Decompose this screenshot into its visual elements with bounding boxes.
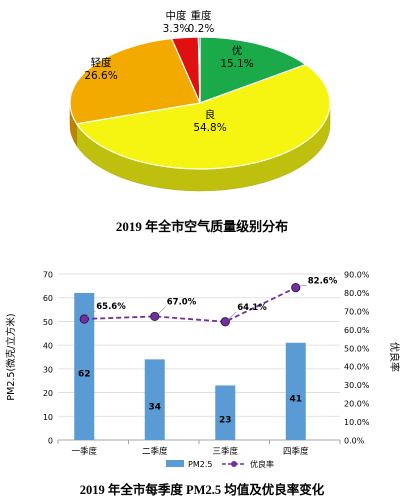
line-label-leader: [157, 306, 166, 315]
y-tick-label: 0: [48, 437, 53, 446]
y2-tick-label: 30.0%: [344, 381, 370, 390]
bar-3: [285, 342, 306, 440]
y-tick-label: 10: [43, 413, 53, 422]
y2-tick-label: 0.0%: [344, 437, 365, 446]
pie-slice-1: [75, 63, 331, 170]
legend-label-line: 优良率: [250, 459, 274, 469]
y2-tick-label: 70.0%: [344, 307, 370, 316]
legend-swatch-marker: [231, 461, 237, 467]
legend-label-bar: PM2.5: [188, 460, 212, 469]
pie-label-name-3: 中度: [166, 9, 187, 22]
y-tick-label: 40: [43, 342, 53, 351]
y2-tick-label: 80.0%: [344, 289, 370, 298]
pie-label-name-2: 轻度: [91, 56, 112, 69]
pie-label-value-0: 15.1%: [220, 58, 253, 70]
pie-label-value-1: 54.8%: [193, 122, 226, 134]
pie-label-value-3: 3.3%: [163, 23, 190, 35]
line-label-leader: [228, 311, 237, 320]
y-axis-title: PM2.5(微克/立方米): [5, 313, 17, 400]
x-tick-label: 三季度: [212, 446, 238, 457]
y2-tick-label: 20.0%: [344, 400, 370, 409]
bar-data-label-2: 23: [219, 416, 232, 426]
line-series-path: [84, 286, 297, 323]
bar-chart-title: 2019 年全市每季度 PM2.5 均值及优良率变化: [79, 483, 325, 497]
y2-tick-label: 10.0%: [344, 418, 370, 427]
y2-tick-label: 60.0%: [344, 326, 370, 335]
line-data-label-3: 82.6%: [308, 277, 338, 287]
line-label-leader: [87, 310, 96, 318]
line-point-3: [291, 283, 301, 293]
y2-tick-label: 50.0%: [344, 344, 370, 353]
pie-label-value-4: 0.2%: [188, 23, 215, 35]
pie-label-name-0: 优: [232, 44, 243, 57]
pie-slice-0: [199, 36, 307, 104]
legend-swatch-bar: [166, 460, 184, 467]
bar-0: [74, 292, 95, 440]
pie-label-name-1: 良: [205, 108, 216, 121]
pie-label-name-4: 重度: [191, 9, 212, 22]
line-data-label-1: 67.0%: [167, 297, 197, 307]
y-tick-label: 30: [43, 365, 53, 374]
line-data-label-0: 65.6%: [96, 302, 126, 312]
y2-tick-label: 90.0%: [344, 271, 370, 280]
pie-slice-4: [197, 36, 201, 104]
bar-data-label-1: 34: [148, 403, 161, 413]
pie-label-value-2: 26.6%: [84, 70, 117, 82]
bar-data-label-3: 41: [289, 394, 302, 404]
y-tick-label: 60: [43, 294, 53, 303]
line-data-label-2: 64.1%: [237, 303, 267, 313]
bar-data-label-0: 62: [78, 369, 91, 379]
line-point-2: [220, 317, 230, 327]
bar-line-chart: 0 10 20 30 40 50 60 70 0.0% 10.0% 20.0% 30.0% 40.0% 5…: [5, 271, 401, 470]
x-tick-label: 四季度: [283, 446, 309, 457]
pie-slice-2: [69, 37, 201, 125]
x-tick-label: 一季度: [71, 446, 97, 457]
x-tick-label: 二季度: [142, 446, 168, 457]
y2-axis-title: 优良率: [388, 342, 401, 372]
pie-chart-title: 2019 年全市空气质量级别分布: [115, 219, 289, 234]
y-tick-label: 50: [43, 318, 53, 327]
line-point-1: [150, 311, 160, 322]
y-tick-label: 70: [43, 271, 53, 280]
bar-1: [144, 359, 165, 440]
y2-tick-label: 40.0%: [344, 363, 370, 372]
line-point-0: [79, 314, 89, 324]
bar-2: [215, 385, 236, 440]
y-tick-label: 20: [43, 389, 53, 398]
